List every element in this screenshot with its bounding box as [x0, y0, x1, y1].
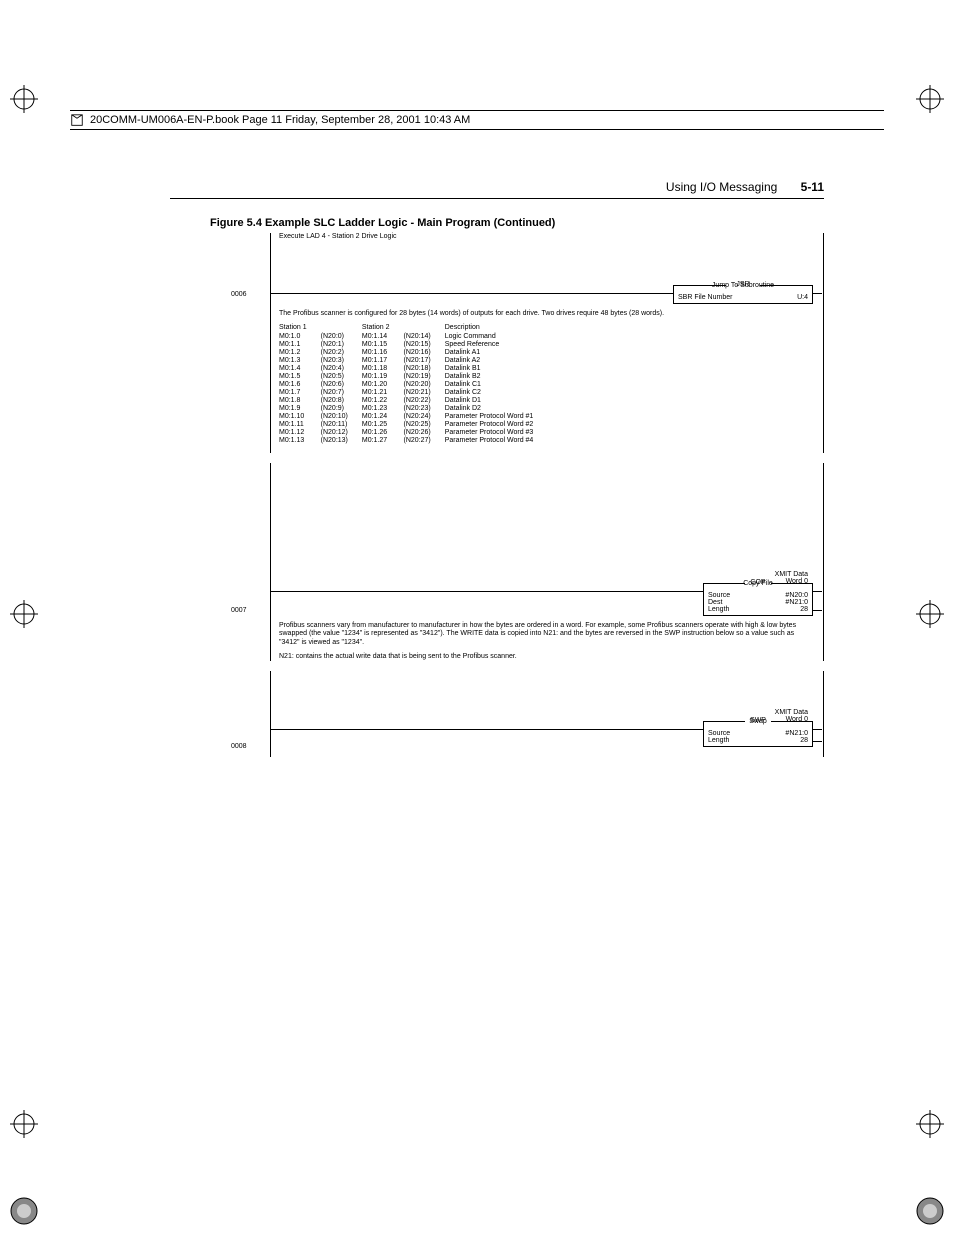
reg-mark-icon: [916, 1110, 944, 1138]
reg-mark-icon: [916, 85, 944, 113]
section-title: Using I/O Messaging: [666, 180, 777, 194]
book-header: 20COMM-UM006A-EN-P.book Page 11 Friday, …: [70, 110, 884, 130]
ladder-diagram: Execute LAD 4 - Station 2 Drive Logic 00…: [270, 233, 824, 757]
page-area: Using I/O Messaging 5-11 Figure 5.4 Exam…: [170, 180, 824, 767]
rung-post-text-2: N21: contains the actual write data that…: [279, 653, 815, 661]
io-map-table: Station 1Station 2DescriptionM0:1.0(N20:…: [279, 324, 823, 446]
rung-comment: Execute LAD 4 - Station 2 Drive Logic: [279, 233, 823, 241]
rung-0008: 0008 XMIT Data Word 0 SWP Swap Source#N2…: [270, 671, 824, 757]
jsr-instruction: Jump To Subroutine SBR File NumberU:4 JS…: [673, 285, 813, 304]
reg-mark-icon: [10, 1110, 38, 1138]
reg-mark-icon: [10, 600, 38, 628]
rung-post-text: The Profibus scanner is configured for 2…: [279, 310, 815, 318]
reg-mark-icon: [10, 1197, 38, 1225]
rung-number: 0007: [231, 607, 247, 614]
reg-mark-icon: [916, 600, 944, 628]
page-number: 5-11: [801, 180, 824, 194]
figure-title: Figure 5.4 Example SLC Ladder Logic - Ma…: [210, 217, 824, 229]
rung-0007: 0007 XMIT Data Word 0 COP Copy File Sour…: [270, 463, 824, 660]
rung-post-text: Profibus scanners vary from manufacturer…: [279, 622, 815, 646]
page-header: Using I/O Messaging 5-11: [170, 180, 824, 199]
swp-instruction: XMIT Data Word 0 SWP Swap Source#N21:0 L…: [703, 721, 813, 747]
rung-number: 0008: [231, 743, 247, 750]
rung-number: 0006: [231, 291, 247, 298]
instr-tag: XMIT Data Word 0: [775, 709, 808, 723]
reg-mark-icon: [916, 1197, 944, 1225]
reg-mark-icon: [10, 85, 38, 113]
instr-tag: XMIT Data Word 0: [775, 571, 808, 585]
book-header-text: 20COMM-UM006A-EN-P.book Page 11 Friday, …: [90, 114, 470, 126]
book-icon: [70, 113, 84, 127]
rung-0006: Execute LAD 4 - Station 2 Drive Logic 00…: [270, 233, 824, 453]
cop-instruction: XMIT Data Word 0 COP Copy File Source#N2…: [703, 583, 813, 616]
